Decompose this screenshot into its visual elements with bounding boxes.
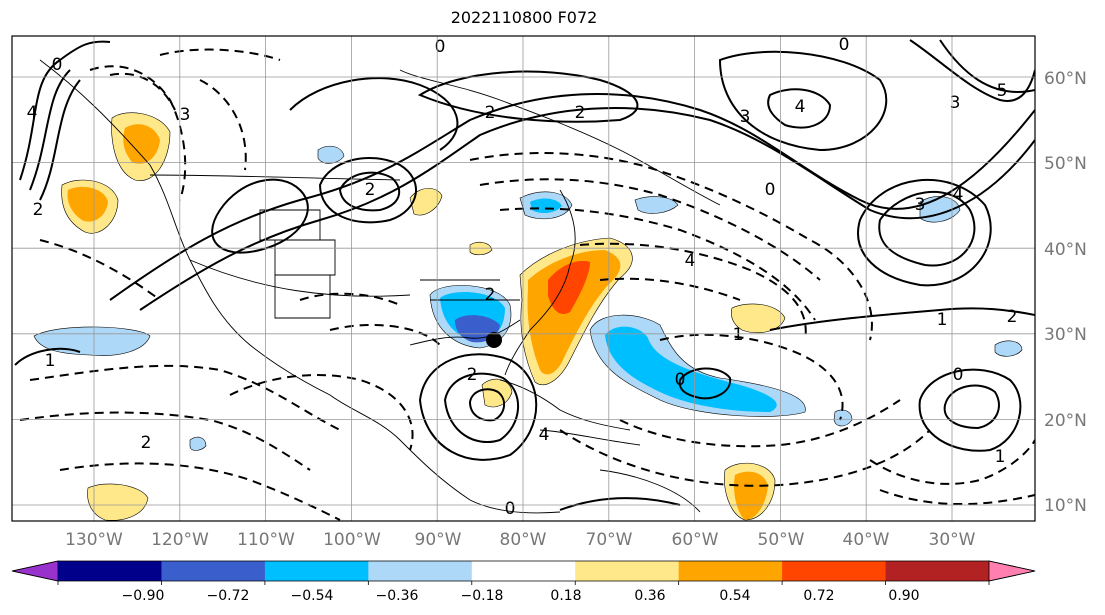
longitude-labels: 130°W 120°W 110°W 100°W 90°W 80°W 70°W 6…	[65, 530, 976, 550]
map-frame	[11, 35, 1036, 522]
field-yellow	[481, 378, 513, 408]
field-light-blue	[634, 196, 679, 214]
contour-label: 0	[435, 37, 446, 57]
colorbar-tick: −0.90	[122, 588, 165, 604]
colorbar-segment	[782, 561, 887, 581]
graticule	[12, 36, 1035, 521]
contour-label: 0	[953, 365, 964, 385]
colorbar	[11, 560, 1036, 585]
contour-label: 0	[675, 370, 686, 390]
colorbar-extend-high	[988, 560, 1036, 582]
colorbar-tick: −0.18	[461, 588, 504, 604]
lon-label: 40°W	[843, 530, 890, 550]
contours-dashed	[19, 48, 1035, 521]
contour-label: 2	[485, 103, 496, 123]
contour-label: 2	[1007, 307, 1018, 327]
lon-label: 50°W	[758, 530, 805, 550]
contour-labels: 0 0 0 0 0 0 0 1 1 1 1 2 2 2 2 2 2 2 2 3 …	[27, 35, 1018, 519]
contour-label: 2	[365, 180, 376, 200]
colorbar-tick: −0.72	[207, 588, 250, 604]
lat-label-60: 60°N	[1044, 69, 1087, 89]
lon-label: 80°W	[500, 530, 547, 550]
colorbar-segment	[575, 561, 680, 581]
colorbar-segment	[264, 561, 369, 581]
field-yellow	[409, 188, 443, 216]
colorbar-segment	[161, 561, 266, 581]
latitude-labels: 60°N 50°N 40°N 30°N 20°N 10°N	[1044, 69, 1087, 516]
field-light-blue	[317, 145, 345, 164]
contour-label: 0	[839, 35, 850, 55]
contour-label: 4	[27, 103, 38, 123]
contour-label: 4	[795, 97, 806, 117]
colorbar-segment	[368, 561, 473, 581]
contour-label: 2	[33, 200, 44, 220]
lon-label: 120°W	[151, 530, 209, 550]
colorbar-tick: 0.54	[719, 588, 750, 604]
field-light-blue	[994, 340, 1023, 357]
lon-label: 130°W	[65, 530, 123, 550]
contour-label: 4	[953, 185, 964, 205]
contour-label: 1	[45, 351, 56, 371]
colorbar-tick: 0.18	[550, 588, 581, 604]
colorbar-tick: −0.54	[291, 588, 334, 604]
colorbar-segment	[678, 561, 783, 581]
lat-label-30: 30°N	[1044, 325, 1087, 345]
contour-label: 2	[485, 285, 496, 305]
contour-label: 0	[505, 499, 516, 519]
contour-label: 1	[733, 325, 744, 345]
contour-label: 3	[950, 93, 961, 113]
lon-label: 60°W	[672, 530, 719, 550]
contour-label: 0	[765, 180, 776, 200]
map-title: 2022110800 F072	[450, 8, 598, 27]
contours-solid	[14, 39, 1035, 511]
contour-label: 3	[740, 107, 751, 127]
contour-label: 2	[467, 365, 478, 385]
map-area: 0 0 0 0 0 0 0 1 1 1 1 2 2 2 2 2 2 2 2 3 …	[12, 35, 1035, 521]
contour-label: 3	[915, 195, 926, 215]
lat-label-40: 40°N	[1044, 240, 1087, 260]
contour-label: 0	[52, 55, 63, 75]
lon-label: 100°W	[323, 530, 381, 550]
lat-label-50: 50°N	[1044, 154, 1087, 174]
colorbar-segment	[885, 561, 990, 581]
contour-label: 3	[180, 105, 191, 125]
field-blue	[605, 326, 777, 412]
field-yellow	[87, 483, 149, 521]
colorbar-ticks: −0.90 −0.72 −0.54 −0.36 −0.18 0.18 0.36 …	[122, 588, 920, 604]
lon-label: 70°W	[586, 530, 633, 550]
colorbar-extend-low	[11, 560, 59, 582]
colorbar-tick: 0.90	[888, 588, 919, 604]
contour-label: 2	[575, 103, 586, 123]
contour-label: 1	[937, 310, 948, 330]
contour-label: 2	[141, 433, 152, 453]
colorbar-segment	[471, 561, 576, 581]
colorbar-segment	[58, 561, 162, 581]
contour-label: 4	[685, 251, 696, 271]
lon-label: 30°W	[929, 530, 976, 550]
field-orange	[67, 186, 108, 222]
lon-label: 110°W	[237, 530, 295, 550]
colorbar-tick: 0.36	[634, 588, 665, 604]
colorbar-tick: 0.72	[803, 588, 834, 604]
field-orange	[123, 124, 160, 164]
lat-label-20: 20°N	[1044, 411, 1087, 431]
contour-label: 4	[539, 425, 550, 445]
colorbar-tick: −0.36	[376, 588, 419, 604]
field-light-blue	[189, 436, 207, 451]
field-yellow	[731, 303, 786, 333]
lon-label: 90°W	[415, 530, 462, 550]
field-orange	[734, 471, 768, 520]
lat-label-10: 10°N	[1044, 496, 1087, 516]
contour-label: 1	[995, 447, 1006, 467]
contour-label: 5	[997, 81, 1008, 101]
field-red	[548, 260, 590, 315]
field-light-blue	[833, 409, 853, 427]
